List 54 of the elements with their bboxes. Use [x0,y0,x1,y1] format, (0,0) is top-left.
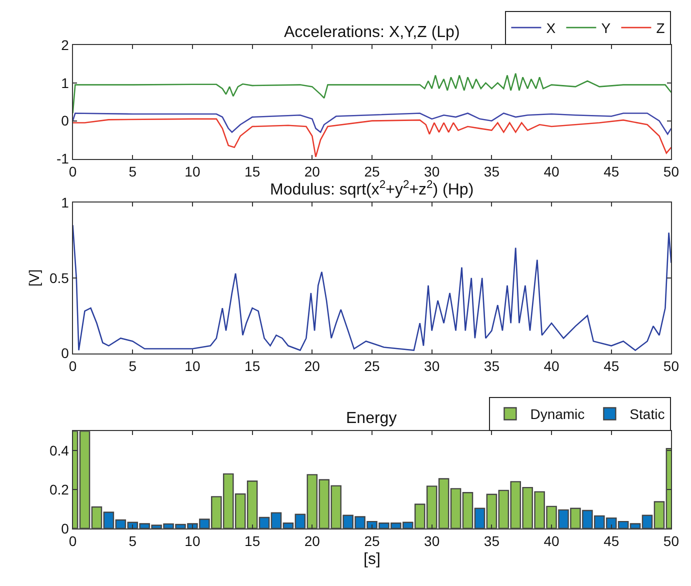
y-axis-title: [V] [26,269,42,286]
x-tick-label: 45 [604,164,620,180]
y-tick-label: 0.5 [50,270,70,286]
x-tick-label: 15 [244,533,260,550]
chart-title: Energy [346,410,397,427]
x-tick-label: 30 [424,164,440,180]
line-series [72,112,672,135]
y-tick-label: 1 [61,194,70,210]
y-tick-label: 0.2 [50,481,70,498]
x-tick-label: 50 [663,533,680,550]
x-tick-label: 35 [484,164,500,180]
y-tick-label: 0.4 [50,442,70,458]
y-tick-label: 0 [61,345,70,362]
x-tick-label: 45 [604,533,620,550]
chart-title: Accelerations: X,Y,Z (Lp) [284,24,460,41]
x-tick-label: 5 [128,533,137,550]
x-tick-label: 35 [484,358,500,374]
y-tick-label: -1 [56,150,70,167]
x-tick-label: 5 [128,164,137,180]
x-tick-label: 15 [244,164,260,180]
line-series [72,224,672,351]
y-tick-label: 2 [61,36,70,53]
legend-label: Dynamic [530,406,585,422]
legend-label: Z [656,20,666,36]
legend-label: Static [630,406,665,422]
x-tick-label: 50 [663,358,680,374]
x-tick-label: 25 [364,533,380,550]
x-tick-label: 30 [424,533,440,550]
x-tick-label: 10 [184,533,200,550]
legend-label: Y [601,20,612,36]
line-series [72,72,672,114]
x-tick-label: 15 [244,358,260,374]
y-tick-label: 0 [61,520,70,536]
y-tick-label: 1 [61,74,70,91]
x-tick-label: 30 [424,358,440,374]
x-tick-label: 25 [364,358,380,374]
line-series [72,118,672,158]
legend-label: X [546,20,556,36]
x-tick-label: 10 [184,358,200,374]
x-axis-title: [s] [364,550,380,568]
x-tick-label: 20 [304,358,320,374]
x-tick-label: 45 [604,358,620,374]
x-tick-label: 10 [184,164,200,180]
x-tick-label: 5 [128,358,137,374]
x-tick-label: 40 [544,164,560,180]
x-tick-label: 25 [364,164,380,180]
x-tick-label: 50 [663,164,680,180]
x-tick-label: 40 [544,358,560,374]
x-tick-label: 35 [484,533,500,550]
x-tick-label: 40 [544,533,560,550]
chart-title: Modulus: sqrt(x$^{2}$+y$^{2}$+z$^{2}$) (Hp) [270,179,474,199]
x-tick-label: 20 [304,533,320,550]
x-tick-label: 20 [304,164,320,180]
y-tick-label: 0 [61,112,70,129]
